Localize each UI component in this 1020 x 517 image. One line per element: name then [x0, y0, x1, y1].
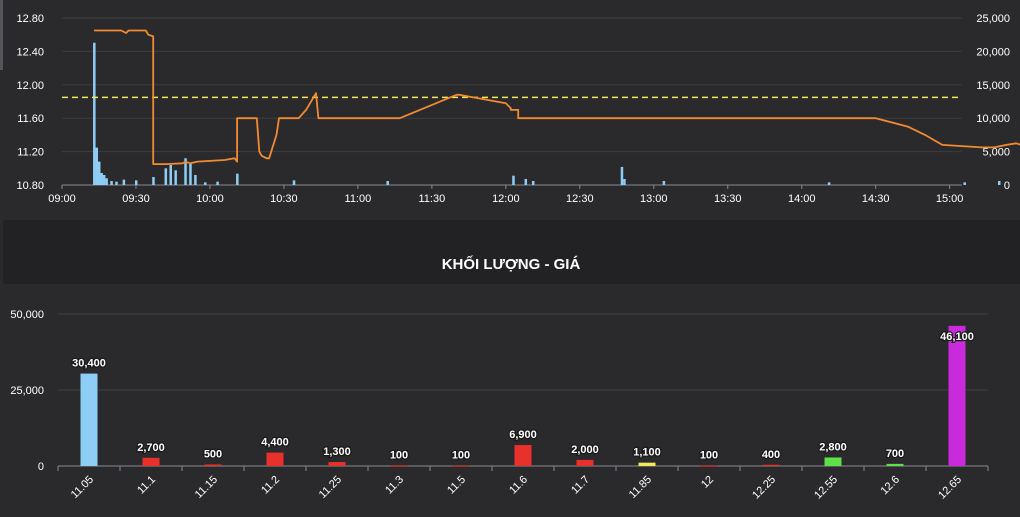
price-volume-bar [142, 457, 160, 466]
bar-value-label: 4,400 [261, 437, 289, 449]
price-volume-bar [452, 465, 470, 467]
bar-value-label: 100 [390, 450, 408, 462]
bar-value-label: 2,800 [819, 441, 847, 453]
bar-value-label: 100 [700, 450, 718, 462]
volume-bar [292, 180, 296, 185]
price-volume-bar [948, 325, 966, 466]
x-tick-label: 12:00 [492, 193, 520, 205]
volume-bar [105, 178, 108, 185]
bar-value-label: 1,300 [323, 446, 351, 458]
y-right-tick: 10,000 [976, 113, 1010, 125]
volume-bar [236, 173, 239, 185]
y-tick-bottom: 50,000 [10, 309, 44, 321]
x-tick-label: 13:00 [640, 193, 668, 205]
price-volume-bar [762, 464, 780, 466]
price-volume-bar [390, 465, 408, 467]
y-left-tick: 11.20 [17, 147, 44, 159]
volume-bar [169, 164, 172, 185]
y-tick-bottom: 0 [38, 461, 44, 473]
price-volume-bar [638, 462, 656, 466]
y-right-tick: 20,000 [976, 46, 1010, 58]
y-tick-bottom: 25,000 [10, 385, 44, 397]
volume-bar [524, 178, 528, 185]
price-volume-bar [328, 462, 346, 466]
price-volume-bar [576, 459, 594, 466]
price-volume-bar [514, 445, 532, 466]
volume-bar [189, 163, 192, 185]
y-right-tick: 0 [1004, 180, 1010, 192]
bar-value-label: 6,900 [509, 429, 537, 441]
y-left-tick: 12.40 [16, 46, 44, 58]
bar-value-label: 30,400 [72, 358, 106, 370]
x-tick-label: 15:00 [936, 193, 964, 205]
volume-bar [620, 166, 624, 185]
volume-bar [963, 182, 966, 185]
x-tick-label: 10:00 [196, 193, 224, 205]
volume-bar [93, 42, 96, 185]
y-right-tick: 15,000 [976, 80, 1010, 92]
x-tick-label: 12:30 [566, 193, 594, 205]
volume-bar [115, 181, 118, 185]
volume-bar [122, 179, 126, 185]
bar-value-label: 400 [762, 449, 780, 461]
volume-bar [174, 170, 177, 185]
y-left-tick: 10.80 [16, 180, 44, 192]
price-volume-bar [204, 464, 222, 466]
volume-bar [512, 175, 515, 185]
volume-bar [152, 176, 155, 185]
volume-bar [102, 174, 106, 185]
volume-bar [134, 180, 138, 185]
y-left-tick: 12.00 [16, 80, 44, 92]
x-tick-label: 11:00 [345, 193, 372, 205]
price-volume-bar [700, 465, 718, 467]
volume-bar [623, 178, 626, 185]
bar-value-label: 100 [452, 450, 470, 462]
y-left-tick: 12.80 [16, 13, 44, 25]
volume-bar [164, 168, 168, 185]
volume-bar [95, 147, 99, 185]
bar-value-label: 2,700 [137, 442, 165, 454]
volume-bar [204, 182, 207, 185]
bar-value-label: 700 [886, 448, 904, 460]
x-tick-label: 09:00 [48, 193, 76, 205]
price-volume-bar [80, 373, 98, 466]
price-volume-bar [886, 463, 904, 466]
chart-title: KHỐI LƯỢNG - GIÁ [442, 255, 581, 273]
x-tick-label: 14:00 [788, 193, 816, 205]
x-tick-label: 13:30 [714, 193, 742, 205]
volume-bar [531, 180, 535, 185]
volume-bar [184, 158, 187, 185]
price-volume-bar [266, 452, 284, 466]
x-tick-label: 11:30 [419, 193, 446, 205]
price-volume-bar [824, 457, 842, 466]
volume-bar [216, 181, 219, 185]
bar-value-label: 1,100 [633, 447, 661, 459]
bar-value-label: 2,000 [571, 444, 599, 456]
volume-bar [386, 180, 389, 185]
volume-bar [110, 180, 113, 185]
volume-bar [194, 174, 197, 185]
bar-value-label: 500 [204, 448, 222, 460]
scrollbar-indicator [0, 0, 3, 70]
y-left-tick: 11.60 [17, 113, 44, 125]
x-tick-label: 09:30 [122, 193, 150, 205]
volume-bar [662, 180, 666, 185]
title-band [3, 220, 1020, 284]
volume-bar [827, 182, 831, 185]
bar-value-label: 46,100 [940, 331, 974, 343]
volume-bar [97, 161, 101, 185]
volume-bar [997, 180, 1001, 185]
y-right-tick: 25,000 [976, 13, 1010, 25]
x-tick-label: 14:30 [862, 193, 890, 205]
volume-bar [100, 172, 103, 185]
x-tick-label: 10:30 [270, 193, 298, 205]
y-right-tick: 5,000 [982, 147, 1010, 159]
price-line [94, 29, 1020, 165]
